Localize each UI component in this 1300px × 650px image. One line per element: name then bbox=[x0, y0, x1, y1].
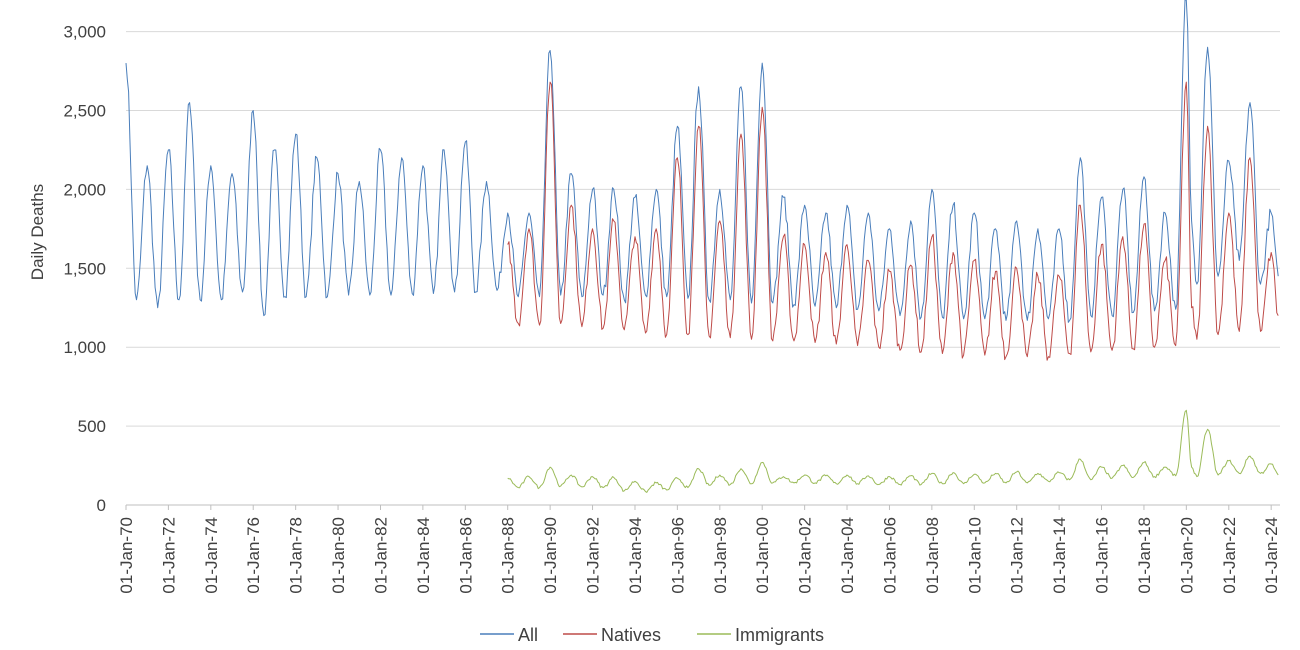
legend-item-immigrants: Immigrants bbox=[697, 625, 824, 645]
x-tick-label: 01-Jan-90 bbox=[541, 517, 560, 594]
x-tick-label: 01-Jan-88 bbox=[499, 517, 518, 594]
x-tick-label: 01-Jan-02 bbox=[796, 517, 815, 594]
y-tick-label: 2,500 bbox=[63, 101, 106, 120]
x-tick-label: 01-Jan-24 bbox=[1262, 517, 1281, 594]
x-tick-label: 01-Jan-92 bbox=[584, 517, 603, 594]
x-tick-label: 01-Jan-78 bbox=[287, 517, 306, 594]
x-tick-label: 01-Jan-80 bbox=[329, 517, 348, 594]
y-tick-label: 0 bbox=[97, 496, 106, 515]
series-line-immigrants bbox=[507, 409, 1279, 493]
y-tick-label: 500 bbox=[78, 417, 106, 436]
x-tick-label: 01-Jan-76 bbox=[244, 517, 263, 594]
x-tick-label: 01-Jan-98 bbox=[711, 517, 730, 594]
x-tick-label: 01-Jan-70 bbox=[117, 517, 136, 594]
x-tick-label: 01-Jan-94 bbox=[626, 517, 645, 594]
legend-label: All bbox=[518, 625, 538, 645]
x-tick-label: 01-Jan-06 bbox=[880, 517, 899, 594]
x-tick-label: 01-Jan-14 bbox=[1050, 517, 1069, 594]
series-lines bbox=[125, 0, 1279, 493]
x-tick-label: 01-Jan-10 bbox=[965, 517, 984, 594]
x-tick-label: 01-Jan-08 bbox=[923, 517, 942, 594]
legend-label: Natives bbox=[601, 625, 661, 645]
series-line-natives bbox=[507, 81, 1279, 361]
y-tick-label: 3,000 bbox=[63, 23, 106, 42]
x-tick-label: 01-Jan-00 bbox=[753, 517, 772, 594]
x-tick-label: 01-Jan-86 bbox=[456, 517, 475, 594]
x-tick-label: 01-Jan-04 bbox=[838, 517, 857, 594]
x-tick-label: 01-Jan-82 bbox=[371, 517, 390, 594]
y-tick-label: 1,500 bbox=[63, 259, 106, 278]
y-axis-ticks: 0 500 1,000 1,500 2,000 2,500 3,000 bbox=[63, 23, 106, 515]
y-axis-label: Daily Deaths bbox=[28, 184, 47, 280]
x-tick-label: 01-Jan-74 bbox=[202, 517, 221, 594]
x-tick-label: 01-Jan-12 bbox=[1008, 517, 1027, 594]
x-axis-ticks: 01-Jan-70 01-Jan-72 01-Jan-74 01-Jan-76 01-J… bbox=[117, 505, 1281, 594]
x-tick-label: 01-Jan-96 bbox=[668, 517, 687, 594]
legend: All Natives Immigrants bbox=[480, 625, 824, 645]
gridlines bbox=[126, 31, 1280, 427]
legend-label: Immigrants bbox=[735, 625, 824, 645]
x-tick-label: 01-Jan-84 bbox=[414, 517, 433, 594]
x-tick-label: 01-Jan-16 bbox=[1093, 517, 1112, 594]
x-tick-label: 01-Jan-22 bbox=[1220, 517, 1239, 594]
legend-item-all: All bbox=[480, 625, 538, 645]
legend-item-natives: Natives bbox=[563, 625, 661, 645]
x-tick-label: 01-Jan-20 bbox=[1177, 517, 1196, 594]
x-tick-label: 01-Jan-18 bbox=[1135, 517, 1154, 594]
series-line-all bbox=[125, 0, 1279, 323]
x-tick-label: 01-Jan-72 bbox=[159, 517, 178, 594]
y-tick-label: 2,000 bbox=[63, 180, 106, 199]
y-tick-label: 1,000 bbox=[63, 338, 106, 357]
